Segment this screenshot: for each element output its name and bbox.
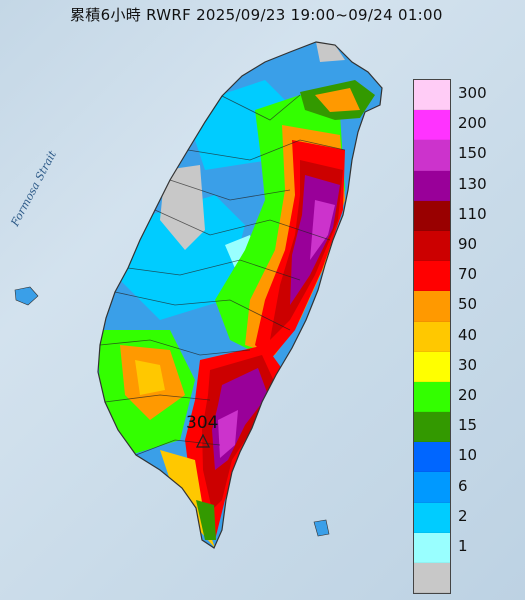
legend-label: 200 (458, 114, 487, 133)
legend-swatch (414, 80, 450, 111)
legend-swatch (414, 381, 450, 413)
triangle-max-icon (196, 434, 210, 448)
legend-swatch (414, 230, 450, 262)
legend-label: 70 (458, 265, 478, 284)
map-title: 累積6小時 RWRF 2025/09/23 19:00~09/24 01:00 (70, 6, 443, 24)
legend-label: 6 (458, 476, 468, 495)
legend-swatch (414, 321, 450, 352)
legend-swatch (414, 563, 450, 594)
legend-label: 300 (458, 84, 487, 102)
legend-swatch (414, 110, 450, 141)
legend-label: 1 (458, 537, 468, 555)
legend-label: 30 (458, 355, 478, 374)
color-legend (413, 79, 451, 595)
legend-swatch (414, 261, 450, 292)
legend-swatch (414, 351, 450, 382)
legend-label: 50 (458, 295, 478, 314)
legend-label: 2 (458, 506, 468, 525)
legend-swatch (414, 502, 450, 533)
legend-label: 15 (458, 416, 478, 435)
legend-swatch (414, 412, 450, 443)
legend-label: 90 (458, 235, 478, 253)
legend-swatch (414, 472, 450, 503)
legend-swatch (414, 170, 450, 201)
legend-swatch (414, 200, 450, 231)
legend-label: 130 (458, 174, 487, 193)
legend-label: 10 (458, 446, 478, 465)
legend-label: 110 (458, 204, 487, 223)
legend-label: 150 (458, 144, 487, 163)
legend-swatch (414, 442, 450, 473)
legend-swatch (414, 291, 450, 322)
legend-label: 20 (458, 386, 478, 404)
legend-swatch (414, 140, 450, 171)
max-rainfall-value: 304 (186, 413, 219, 433)
legend-swatch (414, 532, 450, 563)
legend-label: 40 (458, 325, 478, 344)
